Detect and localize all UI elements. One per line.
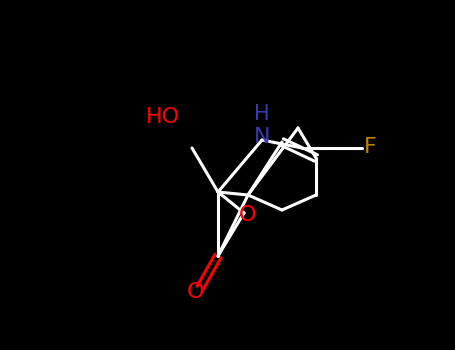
Text: F: F [364,137,376,157]
Text: O: O [187,282,205,302]
Text: O: O [239,205,257,225]
Text: HO: HO [146,107,180,127]
Text: N: N [254,127,270,147]
Text: H: H [254,104,270,124]
